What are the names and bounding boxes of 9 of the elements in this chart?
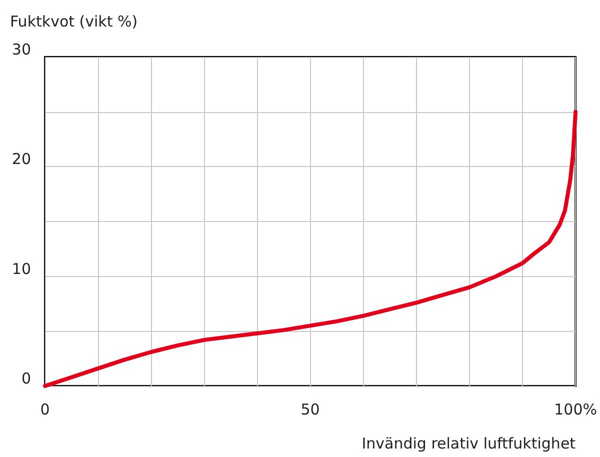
y-axis-title: Fuktkvot (vikt %) xyxy=(10,12,138,30)
y-tick-label: 0 xyxy=(21,370,31,388)
x-axis-title: Invändig relativ luftfuktighet xyxy=(362,434,576,452)
y-tick-label: 10 xyxy=(12,260,31,278)
x-tick-label: 0 xyxy=(40,400,50,418)
y-tick-label: 30 xyxy=(12,40,31,58)
x-tick-label: 50 xyxy=(300,400,320,418)
x-tick-label: 100% xyxy=(554,400,598,418)
y-tick-label: 20 xyxy=(12,150,31,168)
